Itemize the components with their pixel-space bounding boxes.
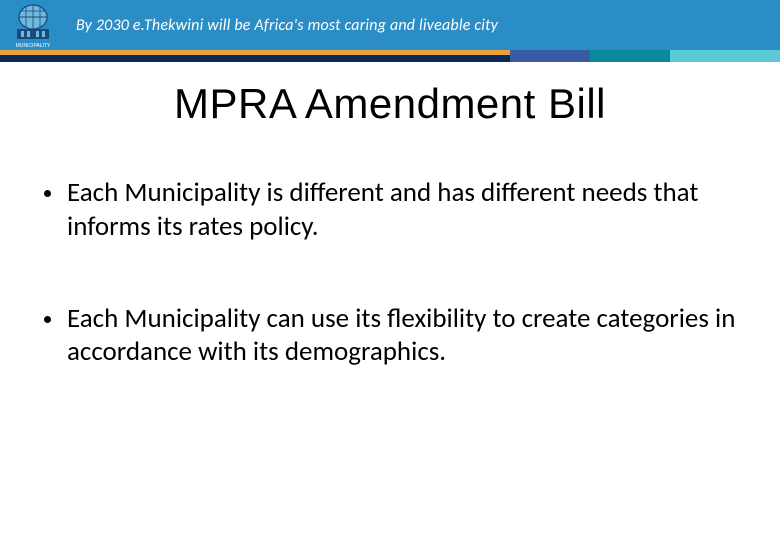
bullet-dot-icon: [44, 316, 51, 323]
title-area: MPRA Amendment Bill: [0, 80, 780, 128]
stripe-seg-2: [590, 50, 670, 62]
stripe-seg-3: [670, 50, 780, 62]
header-tagline: By 2030 e.Thekwini will be Africa's most…: [76, 16, 498, 35]
stripe-seg-1: [510, 50, 590, 62]
slide-title: MPRA Amendment Bill: [0, 80, 780, 128]
bullet-dot-icon: [44, 190, 51, 197]
bullet-text: Each Municipality can use its flexibilit…: [67, 302, 736, 370]
accent-stripe: [0, 50, 780, 62]
ethekwini-logo: MUNICIPALITY: [8, 0, 58, 50]
svg-text:MUNICIPALITY: MUNICIPALITY: [16, 43, 51, 49]
bullet-text: Each Municipality is different and has d…: [67, 176, 736, 244]
content-area: Each Municipality is different and has d…: [0, 176, 780, 369]
stripe-navy: [0, 55, 510, 62]
bullet-item: Each Municipality is different and has d…: [44, 176, 736, 244]
header-band: MUNICIPALITY By 2030 e.Thekwini will be …: [0, 0, 780, 50]
bullet-item: Each Municipality can use its flexibilit…: [44, 302, 736, 370]
